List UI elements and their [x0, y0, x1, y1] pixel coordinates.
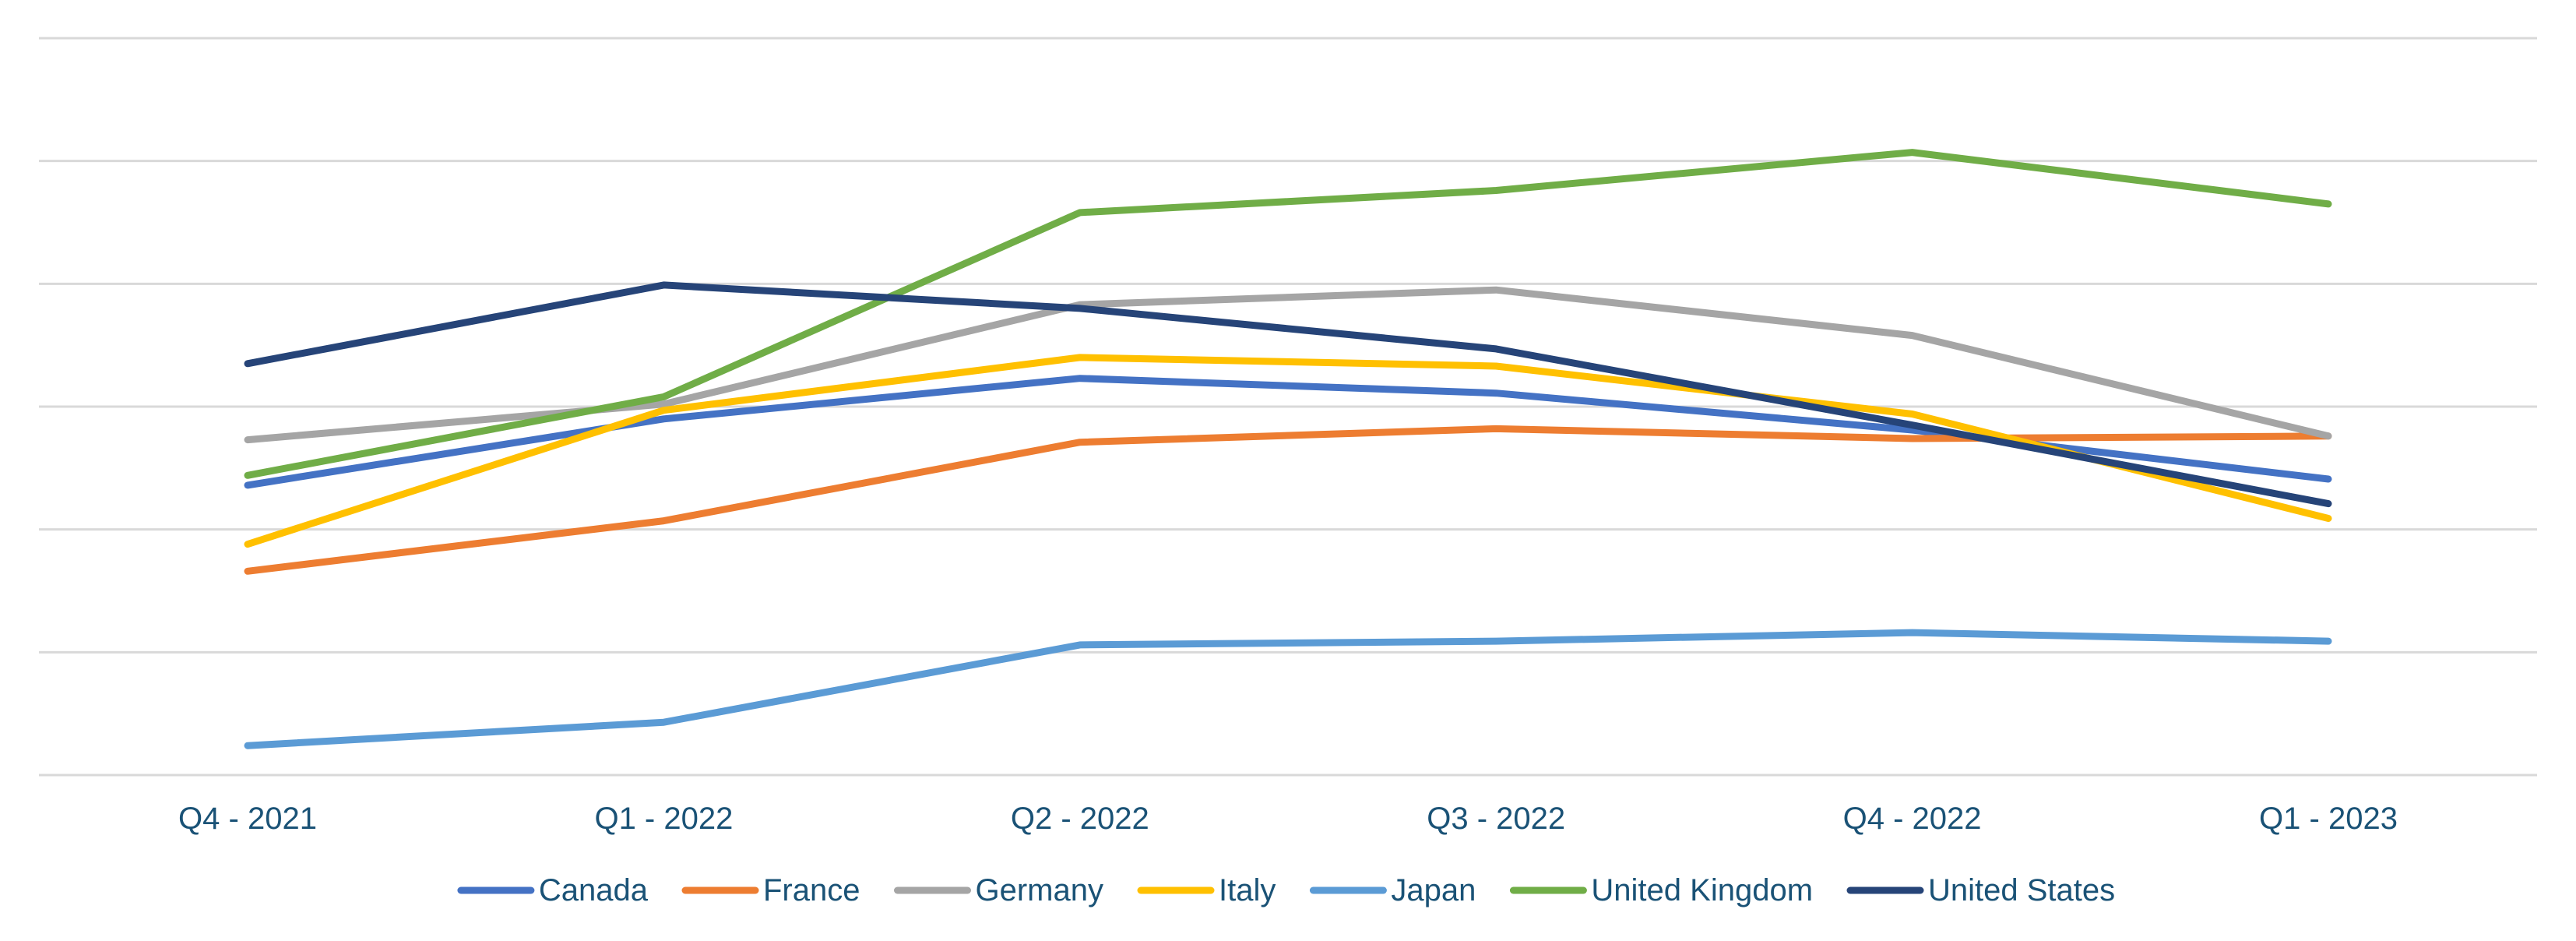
- x-tick-label: Q4 - 2021: [178, 802, 317, 836]
- legend-label: United Kingdom: [1591, 873, 1813, 908]
- series-line-france: [244, 425, 2332, 575]
- x-tick-label: Q1 - 2023: [2259, 802, 2398, 836]
- series-line-united-kingdom: [244, 149, 2332, 479]
- legend-item-italy: Italy: [1137, 873, 1276, 908]
- x-tick-label: Q2 - 2022: [1011, 802, 1149, 836]
- x-axis-tick-labels: Q4 - 2021 Q1 - 2022 Q2 - 2022 Q3 - 2022 Q4 -…: [178, 802, 2398, 836]
- legend-item-united-kingdom: United Kingdom: [1509, 873, 1813, 908]
- series-line-japan: [244, 629, 2332, 749]
- x-tick-label: Q3 - 2022: [1427, 802, 1565, 836]
- legend-label: Germany: [976, 873, 1104, 908]
- legend-label: France: [763, 873, 860, 908]
- legend-item-japan: Japan: [1309, 873, 1476, 908]
- legend-label: Japan: [1391, 873, 1476, 908]
- legend-item-france: France: [681, 873, 860, 908]
- legend-item-germany: Germany: [894, 873, 1104, 908]
- series-line-canada: [244, 375, 2332, 489]
- series-lines: [244, 149, 2332, 749]
- legend-label: Canada: [539, 873, 649, 908]
- x-tick-label: Q4 - 2022: [1843, 802, 1982, 836]
- legend-item-united-states: United States: [1846, 873, 2115, 908]
- legend-label: Italy: [1219, 873, 1276, 908]
- x-tick-label: Q1 - 2022: [594, 802, 733, 836]
- gridlines: [39, 37, 2537, 777]
- legend-item-canada: Canada: [457, 873, 649, 908]
- legend: Canada France Germany Italy Japan United King…: [457, 873, 2115, 908]
- series-line-italy: [244, 354, 2332, 548]
- series-line-united-states: [244, 281, 2332, 508]
- legend-label: United States: [1928, 873, 2115, 908]
